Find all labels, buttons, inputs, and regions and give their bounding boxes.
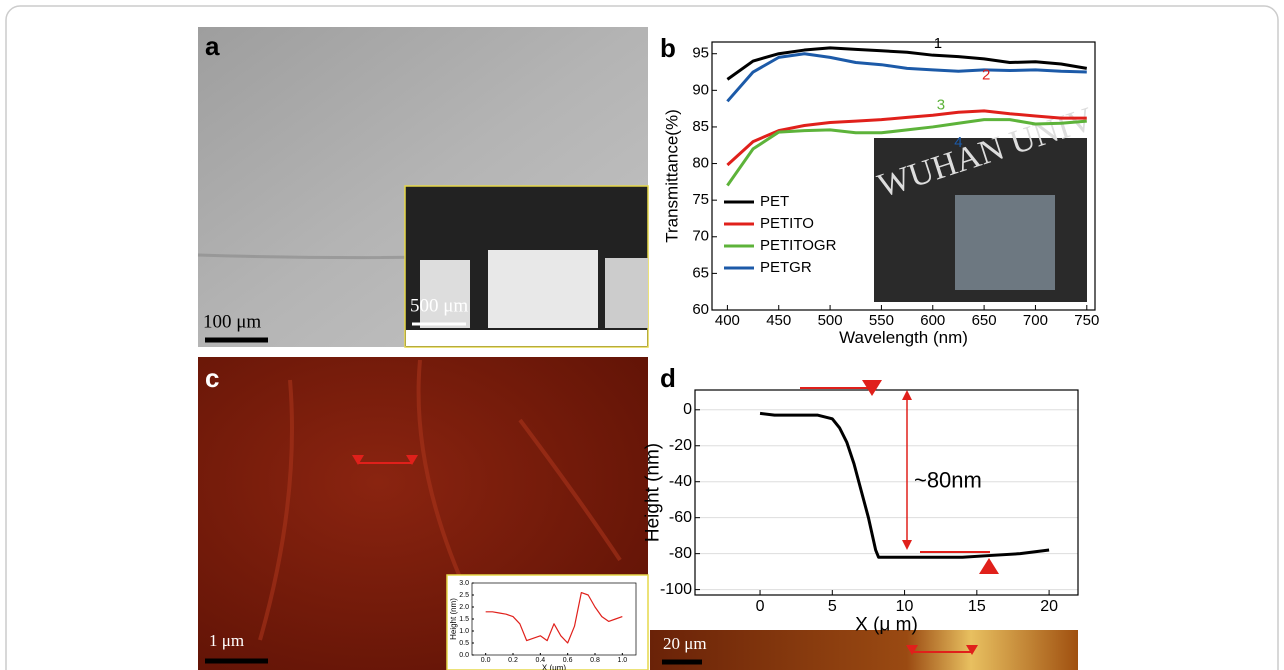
marker <box>862 380 882 396</box>
x-tick-label: 0.4 <box>535 657 545 664</box>
y-tick-label: 1.5 <box>459 616 469 623</box>
y-tick-label: 85 <box>692 118 709 135</box>
sem-pad <box>605 258 648 328</box>
y-tick-label: 2.5 <box>459 592 469 599</box>
y-tick-label: -40 <box>669 473 692 490</box>
x-tick-label: 750 <box>1074 312 1099 329</box>
x-tick-label: 450 <box>766 312 791 329</box>
annotation: ~80nm <box>914 468 982 493</box>
y-tick-label: -80 <box>669 545 692 562</box>
panel-label: c <box>205 363 219 393</box>
inset <box>446 574 649 670</box>
y-tick-label: 80 <box>692 155 709 172</box>
x-tick-label: 700 <box>1023 312 1048 329</box>
x-tick-label: 20 <box>1040 598 1058 615</box>
scale-label: 1 μm <box>209 631 244 650</box>
y-tick-label: 60 <box>692 301 709 318</box>
x-tick-label: 0.2 <box>508 657 518 664</box>
y-tick-label: 3.0 <box>459 580 469 587</box>
legend-label: PETITOGR <box>760 237 837 254</box>
annotation: 3 <box>937 97 945 114</box>
x-tick-label: 500 <box>818 312 843 329</box>
x-tick-label: 400 <box>715 312 740 329</box>
data-line <box>726 52 1087 103</box>
y-tick-label: 0 <box>683 401 692 418</box>
x-tick-label: 1.0 <box>617 657 627 664</box>
plot-frame <box>711 41 1096 311</box>
y-tick-label: 75 <box>692 191 709 208</box>
plot-frame <box>694 389 1079 596</box>
legend-label: PETGR <box>760 259 812 276</box>
x-axis-label: X (μm) <box>542 663 566 670</box>
y-tick-label: 70 <box>692 228 709 245</box>
x-tick-label: 0.0 <box>481 657 491 664</box>
x-tick-label: 15 <box>968 598 986 615</box>
y-tick-label: 0.5 <box>459 640 469 647</box>
annotation: 2 <box>982 67 990 84</box>
legend-label: PET <box>760 193 789 210</box>
sample <box>955 195 1055 290</box>
y-tick-label: 90 <box>692 81 709 98</box>
y-tick-label: 65 <box>692 264 709 281</box>
marker <box>352 455 418 465</box>
marker <box>979 558 999 574</box>
sem-pad <box>420 260 470 328</box>
scale-label: 20 μm <box>663 634 707 653</box>
sem-pad <box>488 250 598 328</box>
y-tick-label: -100 <box>660 581 692 598</box>
panel-label: b <box>660 33 676 63</box>
data-line <box>726 109 1087 167</box>
x-tick-label: 0.8 <box>590 657 600 664</box>
y-tick-label: 2.0 <box>459 604 469 611</box>
y-tick-label: -60 <box>669 509 692 526</box>
legend-label: PETITO <box>760 215 814 232</box>
texture <box>258 359 622 641</box>
y-axis-label: Height (nm) <box>449 598 458 640</box>
y-axis-label: Height (nm) <box>642 443 663 542</box>
y-tick-label: -20 <box>669 437 692 454</box>
x-axis-label: X (μ m) <box>855 614 918 635</box>
scale-label: 100 μm <box>203 311 261 332</box>
panel-label: d <box>660 363 676 393</box>
x-tick-label: 550 <box>869 312 894 329</box>
y-tick-label: 95 <box>692 45 709 62</box>
data-line <box>726 46 1088 81</box>
x-tick-label: 0.6 <box>563 657 573 664</box>
afm-strip <box>650 630 1078 670</box>
plot-frame <box>471 582 637 656</box>
x-tick-label: 650 <box>972 312 997 329</box>
annotation: 4 <box>954 134 962 151</box>
marker <box>906 645 978 655</box>
x-tick-label: 5 <box>828 598 837 615</box>
y-tick-label: 1.0 <box>459 628 469 635</box>
data-line <box>726 118 1087 187</box>
y-tick-label: 0.0 <box>459 652 469 659</box>
x-tick-label: 600 <box>920 312 945 329</box>
annotation: 1 <box>934 35 942 52</box>
sem-databar <box>406 330 647 346</box>
y-axis-label: Transmittance(%) <box>662 109 681 243</box>
scale-label: 500 μm <box>410 295 468 316</box>
panel-label: a <box>205 31 220 61</box>
x-tick-label: 0 <box>756 598 765 615</box>
x-tick-label: 10 <box>896 598 914 615</box>
data-line <box>759 411 1050 559</box>
x-axis-label: Wavelength (nm) <box>839 328 968 347</box>
data-line <box>485 592 623 644</box>
